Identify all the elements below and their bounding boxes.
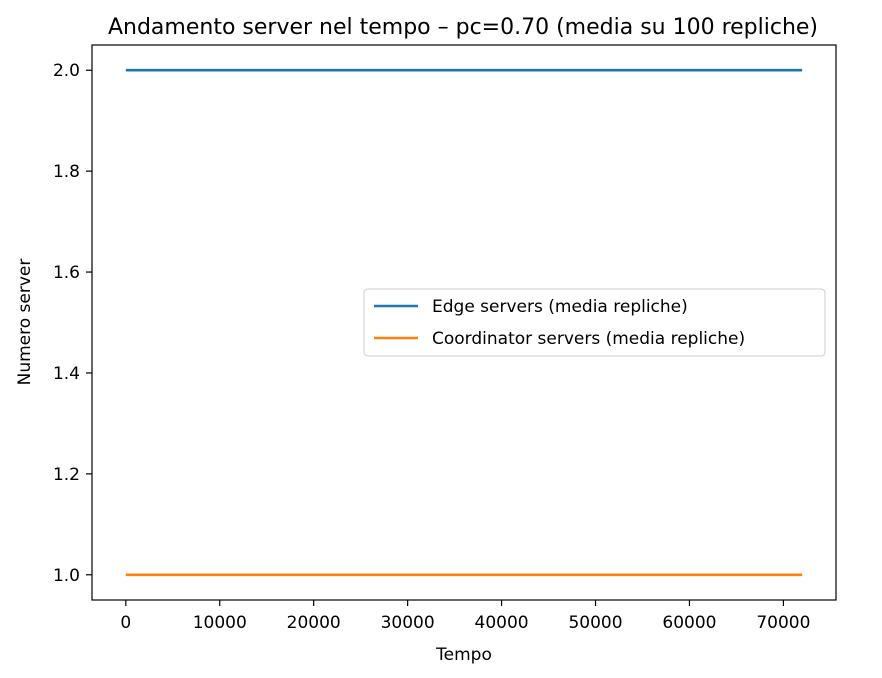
x-tick-label: 50000	[568, 613, 622, 633]
x-tick-label: 70000	[756, 613, 810, 633]
x-tick-label: 0	[120, 613, 131, 633]
x-tick-label: 40000	[475, 613, 529, 633]
x-axis-label: Tempo	[435, 645, 492, 665]
chart-title: Andamento server nel tempo – pc=0.70 (me…	[108, 15, 818, 40]
plot-area	[125, 68, 803, 577]
y-axis: 1.0 1.2 1.4 1.6 1.8 2.0	[53, 61, 92, 586]
y-tick-label: 1.8	[53, 162, 80, 182]
y-tick-label: 1.6	[53, 263, 80, 283]
y-tick-label: 2.0	[53, 61, 80, 81]
x-tick-label: 20000	[287, 613, 341, 633]
legend-box	[363, 288, 826, 357]
plot-frame	[91, 44, 837, 601]
y-tick-label: 1.4	[53, 364, 80, 384]
x-tick-label: 60000	[662, 613, 716, 633]
y-axis-label: Numero server	[15, 259, 35, 386]
x-axis: 0 10000 20000 30000 40000 50000 60000 70000	[120, 600, 810, 633]
legend: Edge servers (media repliche) Coordinator…	[363, 288, 826, 357]
x-tick-label: 10000	[193, 613, 247, 633]
x-tick-label: 30000	[381, 613, 435, 633]
legend-label: Coordinator servers (media repliche)	[432, 329, 745, 349]
y-tick-label: 1.0	[53, 566, 80, 586]
y-tick-label: 1.2	[53, 465, 80, 485]
legend-label: Edge servers (media repliche)	[432, 297, 688, 317]
